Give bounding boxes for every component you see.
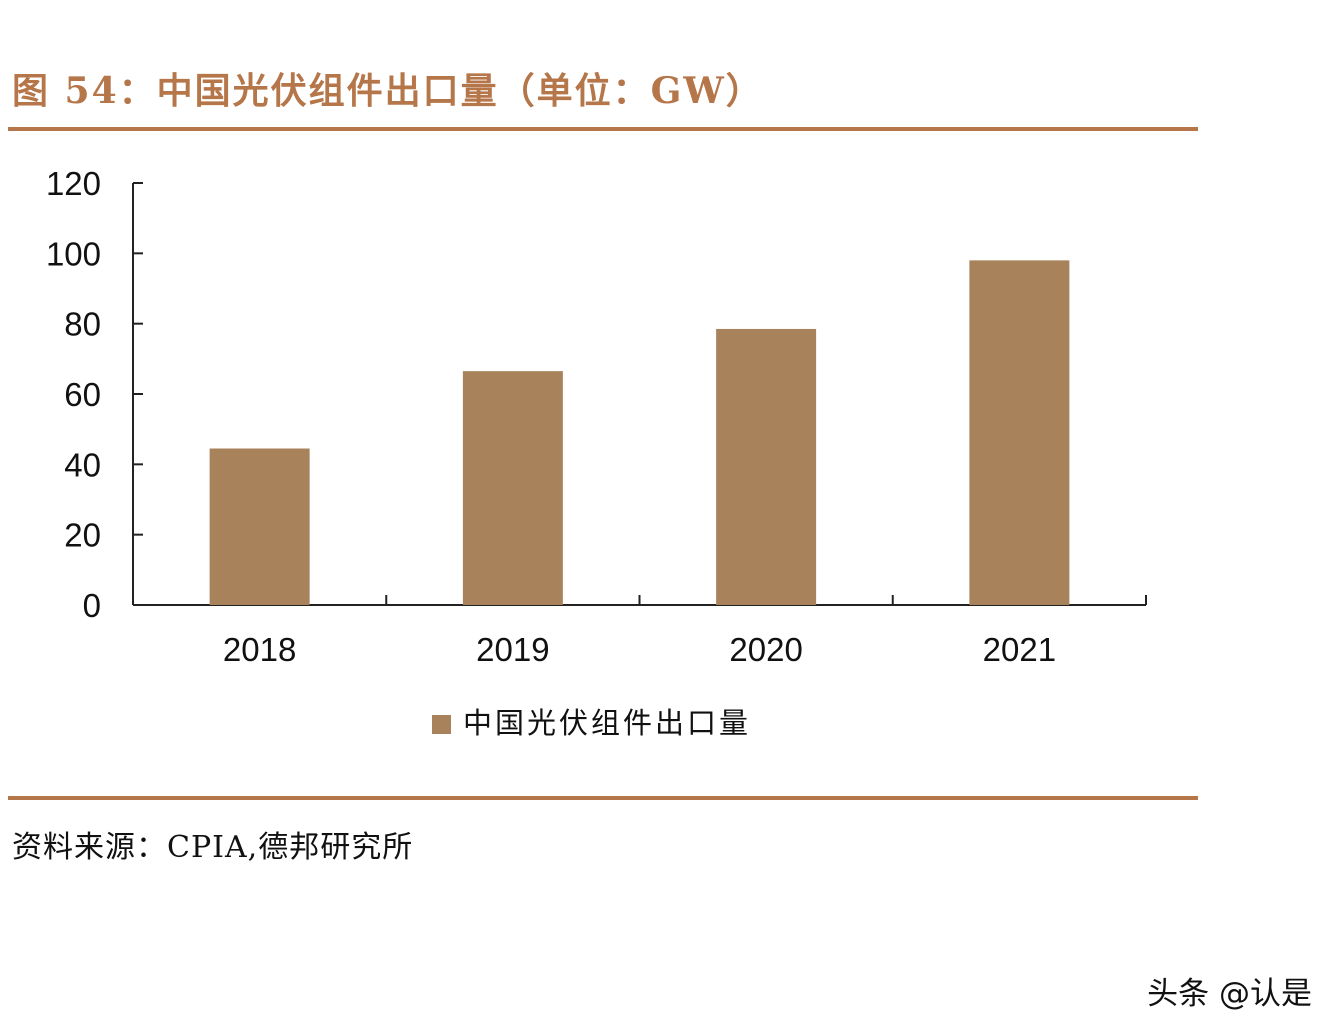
legend-swatch bbox=[432, 715, 451, 734]
bar-2021 bbox=[969, 260, 1070, 605]
y-tick-label: 60 bbox=[64, 376, 101, 413]
y-tick-label: 100 bbox=[46, 235, 101, 272]
y-tick-label: 80 bbox=[64, 306, 101, 343]
y-tick-label: 0 bbox=[83, 587, 101, 624]
watermark: 头条 @认是 bbox=[1147, 976, 1312, 1012]
y-tick-label: 20 bbox=[64, 517, 101, 554]
x-tick-label: 2020 bbox=[729, 631, 802, 668]
y-tick-label: 120 bbox=[46, 165, 101, 202]
bar-2018 bbox=[209, 448, 310, 605]
bar-chart: 0 20 40 60 80 100 120 2018 2019 2020 2021 中国光伏组件出口量 bbox=[46, 165, 1147, 740]
bar-2019 bbox=[462, 371, 563, 605]
title-divider bbox=[8, 127, 1198, 131]
source-note: 资料来源：CPIA,德邦研究所 bbox=[12, 830, 414, 865]
x-tick-label: 2019 bbox=[476, 631, 549, 668]
x-tick-label: 2018 bbox=[223, 631, 296, 668]
legend-label: 中国光伏组件出口量 bbox=[463, 706, 751, 740]
bar-2020 bbox=[716, 328, 817, 605]
source-divider bbox=[8, 796, 1198, 800]
x-tick-label: 2021 bbox=[983, 631, 1056, 668]
chart-title: 图 54：中国光伏组件出口量（单位：GW） bbox=[12, 70, 764, 112]
y-tick-label: 40 bbox=[64, 446, 101, 483]
